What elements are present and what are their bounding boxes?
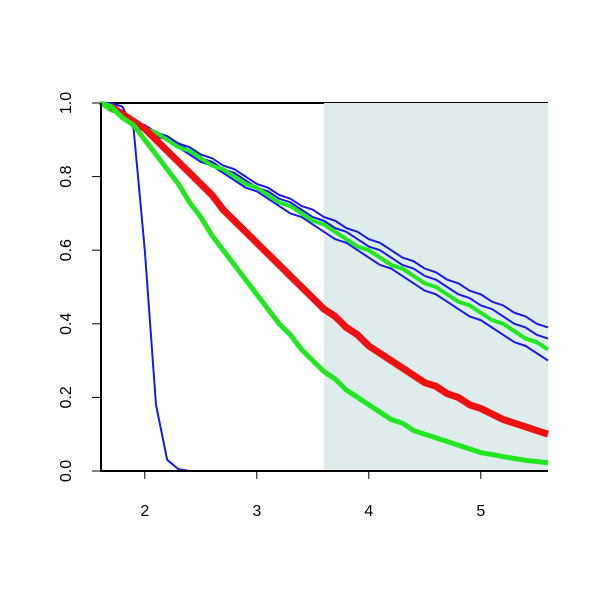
- y-tick-label: 0.4: [58, 313, 75, 335]
- x-tick-label: 5: [476, 503, 485, 520]
- series-line: [99, 102, 549, 340]
- y-tick-label: 0.8: [58, 165, 75, 187]
- series-line: [99, 100, 549, 466]
- y-tick-label: 0.0: [58, 460, 75, 482]
- x-tick-label: 3: [252, 503, 261, 520]
- series-line: [99, 102, 549, 329]
- y-tick-label: 0.2: [58, 386, 75, 408]
- y-tick-label: 0.6: [58, 239, 75, 261]
- x-tick-label: 4: [364, 503, 373, 520]
- series-line: [109, 103, 550, 438]
- series-line: [98, 101, 550, 352]
- x-tick-label: 2: [140, 503, 149, 520]
- y-tick-label: 1.0: [58, 92, 75, 114]
